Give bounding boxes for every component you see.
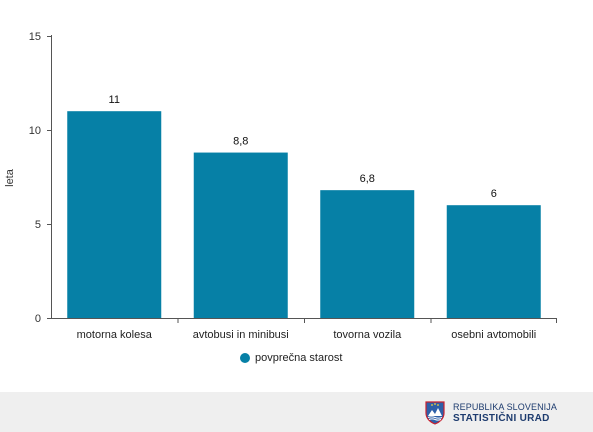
logo-line-1: REPUBLIKA SLOVENIJA: [453, 402, 557, 412]
y-tick-label: 0: [35, 313, 41, 325]
x-category-label: tovorna vozila: [333, 329, 402, 341]
y-axis-label: leta: [4, 168, 16, 187]
x-category-label: osebni avtomobili: [451, 329, 536, 341]
data-label: 8,8: [233, 136, 248, 148]
bar: [446, 205, 541, 318]
slovenia-coat-of-arms-icon: [425, 401, 445, 425]
bar: [320, 190, 415, 318]
y-tick-label: 15: [29, 31, 41, 43]
data-label: 11: [109, 94, 120, 106]
legend-label: povprečna starost: [255, 352, 343, 364]
legend-marker: [240, 353, 250, 363]
x-category-label: avtobusi in minibusi: [193, 329, 289, 341]
logo-line-2: STATISTIČNI URAD: [453, 413, 550, 424]
bar-chart: leta 0 5 10 15 11 8,8 6,8 6 motorna kolesa avto…: [4, 31, 557, 341]
y-tick-label: 5: [35, 219, 41, 231]
surs-logo: REPUBLIKA SLOVENIJA STATISTIČNI URAD: [425, 401, 557, 425]
footer: REPUBLIKA SLOVENIJA STATISTIČNI URAD: [0, 392, 593, 432]
data-label: 6: [491, 188, 497, 200]
data-label: 6,8: [360, 173, 375, 185]
y-tick-label: 10: [29, 125, 41, 137]
bar: [67, 111, 162, 318]
bar: [193, 152, 288, 318]
x-category-label: motorna kolesa: [77, 329, 153, 341]
legend: povprečna starost: [240, 352, 342, 364]
